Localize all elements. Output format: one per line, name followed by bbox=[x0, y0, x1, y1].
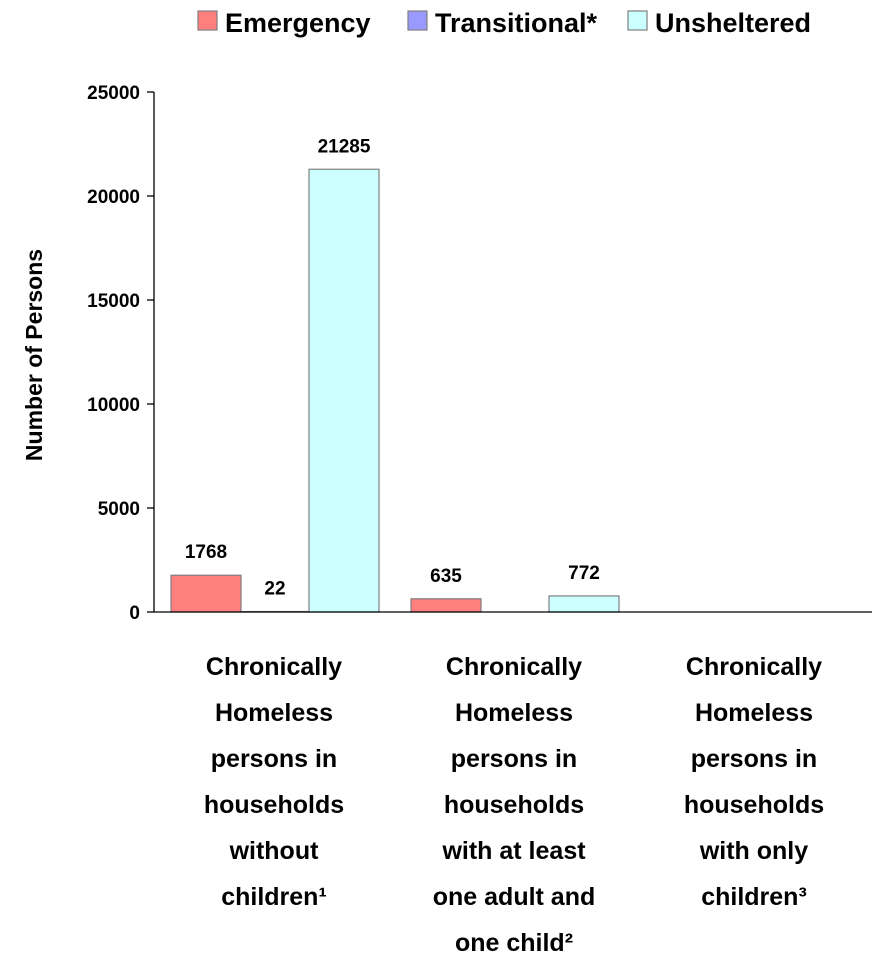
x-category-label: Chronically Homeless persons in households w… bbox=[684, 653, 824, 911]
bar-unsheltered bbox=[308, 168, 380, 613]
y-tick-label: 5000 bbox=[98, 499, 140, 520]
legend-label: Unsheltered bbox=[655, 8, 811, 38]
x-category-label-line: persons in bbox=[211, 745, 337, 773]
x-category-label-line: persons in bbox=[691, 745, 817, 773]
y-tick-label: 15000 bbox=[87, 291, 140, 312]
x-category-label-line: Chronically bbox=[686, 653, 822, 681]
x-category-label: Chronically Homeless persons in households w… bbox=[204, 653, 344, 911]
y-axis-label: Number of Persons bbox=[21, 249, 47, 461]
x-category-label-line: children³ bbox=[701, 883, 807, 911]
y-tick-label: 20000 bbox=[87, 187, 140, 208]
x-category-label-line: Chronically bbox=[446, 653, 582, 681]
x-category-label-line: children¹ bbox=[221, 883, 327, 911]
bar-emergency bbox=[410, 598, 482, 613]
x-category-label-line: with only bbox=[699, 837, 808, 865]
data-label: 22 bbox=[264, 579, 285, 600]
x-category-label-line: without bbox=[229, 837, 320, 865]
legend-label: Transitional* bbox=[435, 8, 598, 38]
x-category-label-line: one child² bbox=[455, 929, 573, 956]
x-category-label-line: persons in bbox=[451, 745, 577, 773]
data-label: 635 bbox=[430, 566, 462, 587]
data-label: 21285 bbox=[318, 136, 371, 157]
data-label: 772 bbox=[568, 563, 600, 584]
legend-label: Emergency bbox=[225, 8, 371, 38]
x-category-label-line: with at least bbox=[441, 837, 586, 865]
legend: Emergency Transitional* Unsheltered bbox=[197, 8, 811, 38]
x-category-label: Chronically Homeless persons in households w… bbox=[433, 653, 596, 956]
y-axis: 0 5000 10000 15000 20000 25000 bbox=[87, 83, 155, 624]
legend-item: Emergency bbox=[197, 8, 371, 38]
bars: 1768 635 22 21285 772 bbox=[170, 136, 620, 613]
x-category-label-line: households bbox=[444, 791, 584, 819]
x-category-label-line: households bbox=[684, 791, 824, 819]
y-tick-label: 10000 bbox=[87, 395, 140, 416]
x-category-label-line: Homeless bbox=[215, 699, 333, 727]
legend-swatch bbox=[627, 10, 648, 31]
bar-emergency bbox=[170, 574, 242, 613]
legend-item: Transitional* bbox=[407, 8, 598, 38]
y-tick-label: 25000 bbox=[87, 83, 140, 104]
x-category-label-line: Chronically bbox=[206, 653, 342, 681]
x-category-label-line: one adult and bbox=[433, 883, 596, 911]
x-category-label-line: households bbox=[204, 791, 344, 819]
legend-swatch bbox=[197, 10, 218, 31]
y-tick-label: 0 bbox=[129, 603, 140, 624]
bar-unsheltered bbox=[548, 595, 620, 613]
data-label: 1768 bbox=[185, 542, 227, 563]
legend-swatch bbox=[407, 10, 428, 31]
x-axis: Chronically Homeless persons in households w… bbox=[154, 611, 872, 956]
x-category-label-line: Homeless bbox=[455, 699, 573, 727]
legend-item: Unsheltered bbox=[627, 8, 811, 38]
x-category-label-line: Homeless bbox=[695, 699, 813, 727]
